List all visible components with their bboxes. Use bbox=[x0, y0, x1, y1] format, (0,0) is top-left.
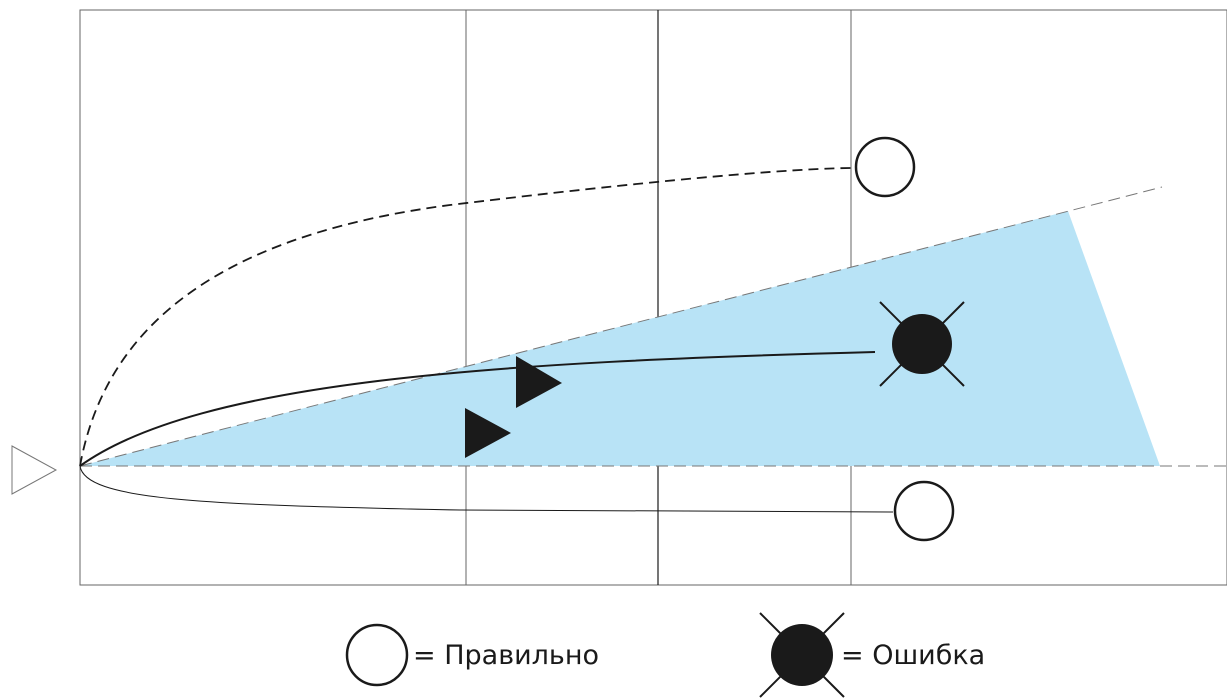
field-frame bbox=[79, 9, 1227, 586]
legend-correct-icon bbox=[345, 623, 409, 687]
origin-triangle-icon bbox=[11, 445, 58, 495]
thin-lower-trajectory bbox=[79, 465, 894, 513]
blue-zone bbox=[80, 211, 1160, 466]
correct-marker-upper-icon bbox=[854, 136, 916, 198]
legend-correct-label: = Правильно bbox=[413, 640, 599, 671]
legend-error-label: = Ошибка bbox=[841, 640, 986, 671]
dashed-upper-trajectory bbox=[79, 167, 856, 467]
player-triangle-icon bbox=[465, 408, 511, 458]
error-marker-icon bbox=[879, 301, 965, 387]
correct-marker-lower-icon bbox=[893, 480, 955, 542]
solid-trajectory bbox=[79, 351, 876, 467]
legend-error-icon bbox=[759, 612, 845, 698]
upper-guide-line bbox=[79, 186, 1163, 467]
player-triangle-icon bbox=[516, 356, 562, 408]
